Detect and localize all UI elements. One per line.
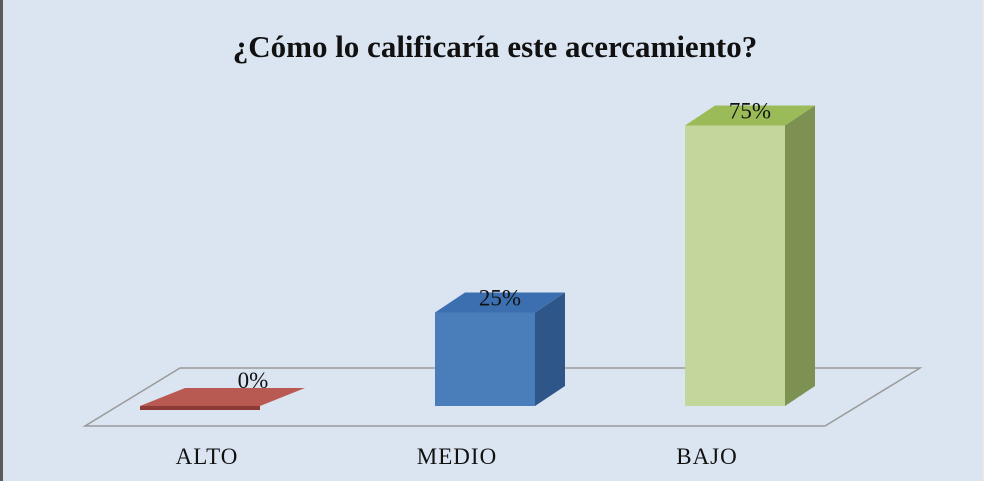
chart-title: ¿Cómo lo calificaría este acercamiento? bbox=[233, 29, 758, 64]
x-tick-bajo: BAJO bbox=[676, 444, 738, 469]
bar-front bbox=[140, 406, 260, 410]
x-tick-alto: ALTO bbox=[176, 444, 239, 469]
data-label-bajo: 75% bbox=[729, 99, 771, 124]
bar-front bbox=[435, 312, 535, 406]
chart-floor bbox=[82, 367, 923, 427]
bar-front bbox=[685, 125, 785, 406]
data-label-alto: 0% bbox=[238, 368, 269, 393]
bar-alto bbox=[140, 388, 305, 410]
x-tick-medio: MEDIO bbox=[417, 444, 497, 469]
bar-medio bbox=[435, 292, 565, 406]
bar-top bbox=[140, 388, 305, 406]
bar-top bbox=[435, 292, 565, 313]
bar-top bbox=[685, 105, 815, 126]
bar-bajo bbox=[685, 105, 815, 406]
bar-side bbox=[785, 105, 815, 406]
data-label-medio: 25% bbox=[479, 286, 521, 311]
bar-side bbox=[535, 292, 565, 406]
